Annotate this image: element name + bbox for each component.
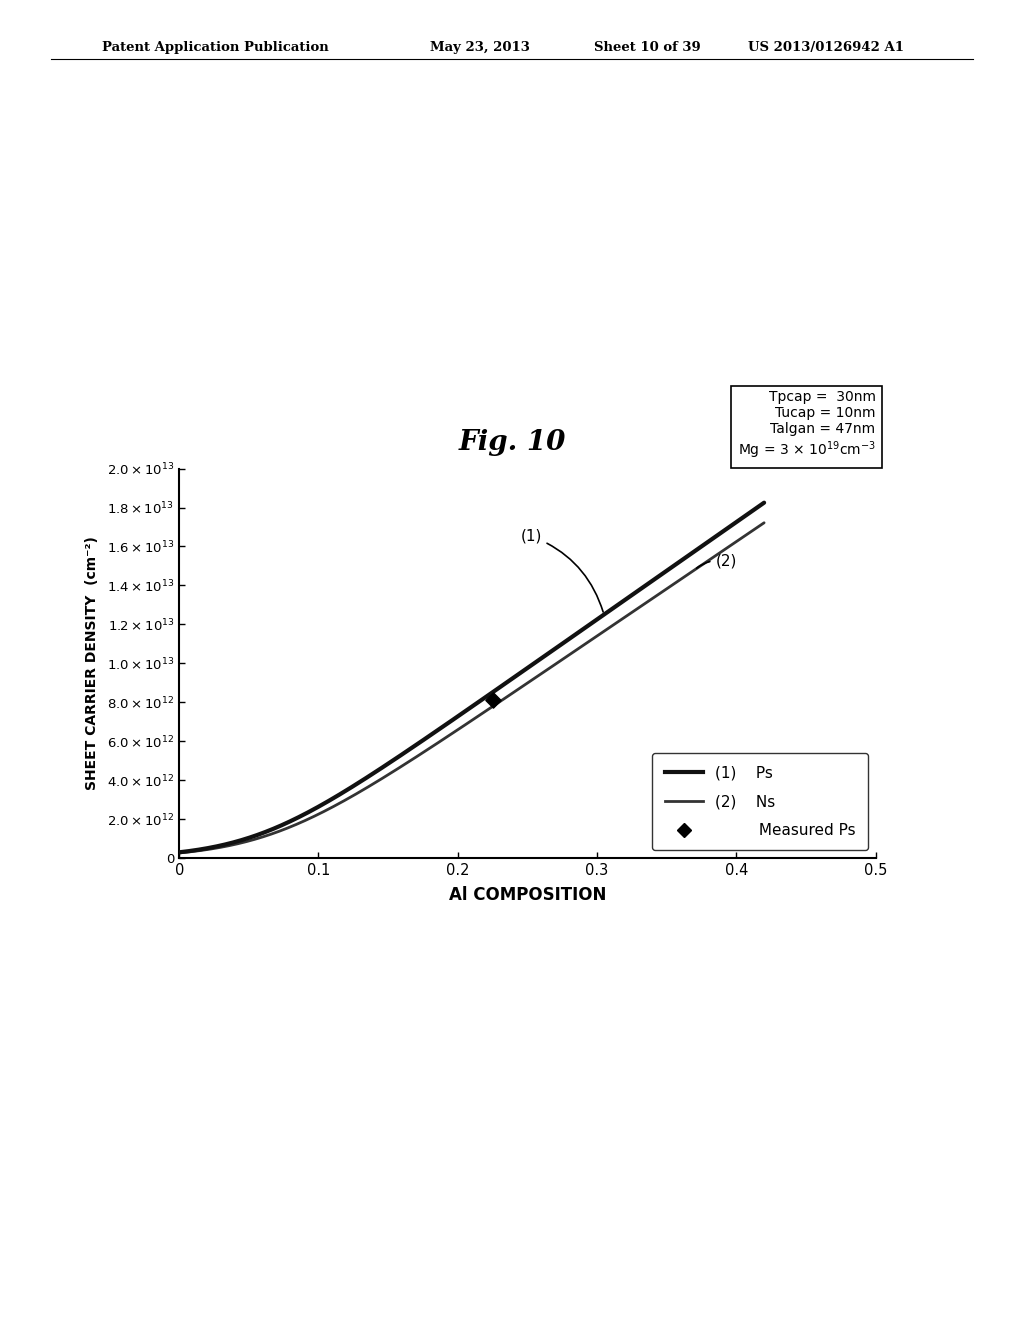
Text: Patent Application Publication: Patent Application Publication (102, 41, 329, 54)
Legend: (1)    Ps, (2)    Ns,          Measured Ps: (1) Ps, (2) Ns, Measured Ps (652, 754, 868, 850)
Text: Tpcap =  30nm
Tucap = 10nm
Talgan = 47nm
Mg = 3 × 10$^{19}$cm$^{-3}$: Tpcap = 30nm Tucap = 10nm Talgan = 47nm … (737, 389, 876, 461)
Y-axis label: SHEET CARRIER DENSITY  (cm⁻²): SHEET CARRIER DENSITY (cm⁻²) (85, 536, 98, 791)
Text: US 2013/0126942 A1: US 2013/0126942 A1 (748, 41, 903, 54)
Text: (2): (2) (696, 554, 736, 569)
Text: Fig. 10: Fig. 10 (459, 429, 565, 455)
Text: May 23, 2013: May 23, 2013 (430, 41, 530, 54)
X-axis label: Al COMPOSITION: Al COMPOSITION (449, 886, 606, 904)
Text: (1): (1) (520, 528, 603, 612)
Point (484, 690, 501, 711)
Text: Sheet 10 of 39: Sheet 10 of 39 (594, 41, 700, 54)
